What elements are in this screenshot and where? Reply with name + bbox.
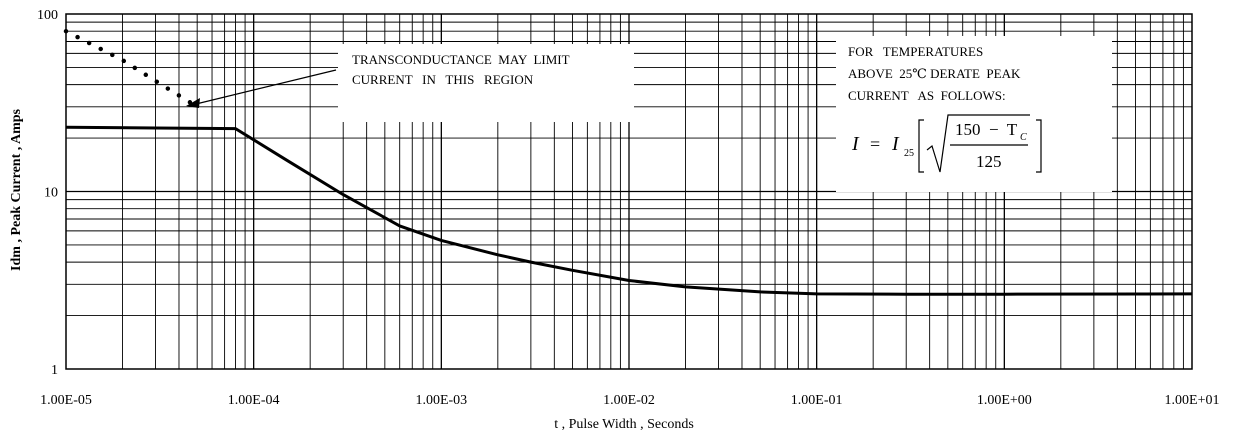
y-tick-label: 100: [37, 8, 58, 23]
series-layer: [63, 28, 1193, 296]
derate-line-3: CURRENT AS FOLLOWS:: [848, 88, 1006, 103]
y-tick-label: 1: [51, 363, 58, 378]
y-tick-labels: 1 10 100: [37, 8, 58, 378]
series-line-peak-current: [65, 125, 1193, 296]
x-axis-label: t , Pulse Width , Seconds: [554, 417, 694, 432]
formula-left-bracket: [918, 119, 924, 173]
derate-box: [836, 36, 1112, 192]
annotation-arrow: [195, 69, 337, 105]
x-tick-label: 1.00E-05: [40, 393, 92, 408]
formula-denominator: 125: [976, 152, 1002, 171]
x-tick-label: 1.00E+00: [977, 393, 1032, 408]
derate-line-2: ABOVE 25℃ DERATE PEAK: [848, 66, 1021, 81]
annotation-arrowhead: [186, 98, 200, 108]
x-tick-label: 1.00E-02: [603, 393, 655, 408]
x-tick-labels: 1.00E-05 1.00E-04 1.00E-03 1.00E-02 1.00E-01…: [40, 393, 1219, 408]
formula-lhs: I: [851, 133, 860, 155]
plot-frame: [65, 13, 1193, 370]
formula-i: I: [891, 133, 900, 155]
x-tick-label: 1.00E+01: [1165, 393, 1220, 408]
x-tick-label: 1.00E-01: [791, 393, 843, 408]
y-axis-label: Idm , Peak Current , Amps: [9, 108, 24, 270]
x-tick-label: 1.00E-03: [415, 393, 467, 408]
formula-numerator-subscript: C: [1020, 132, 1027, 143]
formula-right-bracket: [1036, 119, 1042, 173]
y-tick-label: 10: [44, 186, 58, 201]
series-line-dotted: [63, 28, 200, 110]
transconductance-box: [338, 44, 634, 122]
derate-line-1: FOR TEMPERATURES: [848, 44, 983, 59]
x-tick-label: 1.00E-04: [228, 393, 280, 408]
formula-equals: =: [870, 134, 880, 154]
formula-numerator: 150 − T: [955, 120, 1018, 139]
transconductance-line-2: CURRENT IN THIS REGION: [352, 72, 534, 87]
formula-radical: [926, 114, 1030, 173]
derate-formula: I = I 25 150 − T C 125: [851, 114, 1042, 173]
transconductance-line-1: TRANSCONDUCTANCE MAY LIMIT: [352, 52, 570, 67]
formula-i-subscript: 25: [904, 148, 914, 159]
